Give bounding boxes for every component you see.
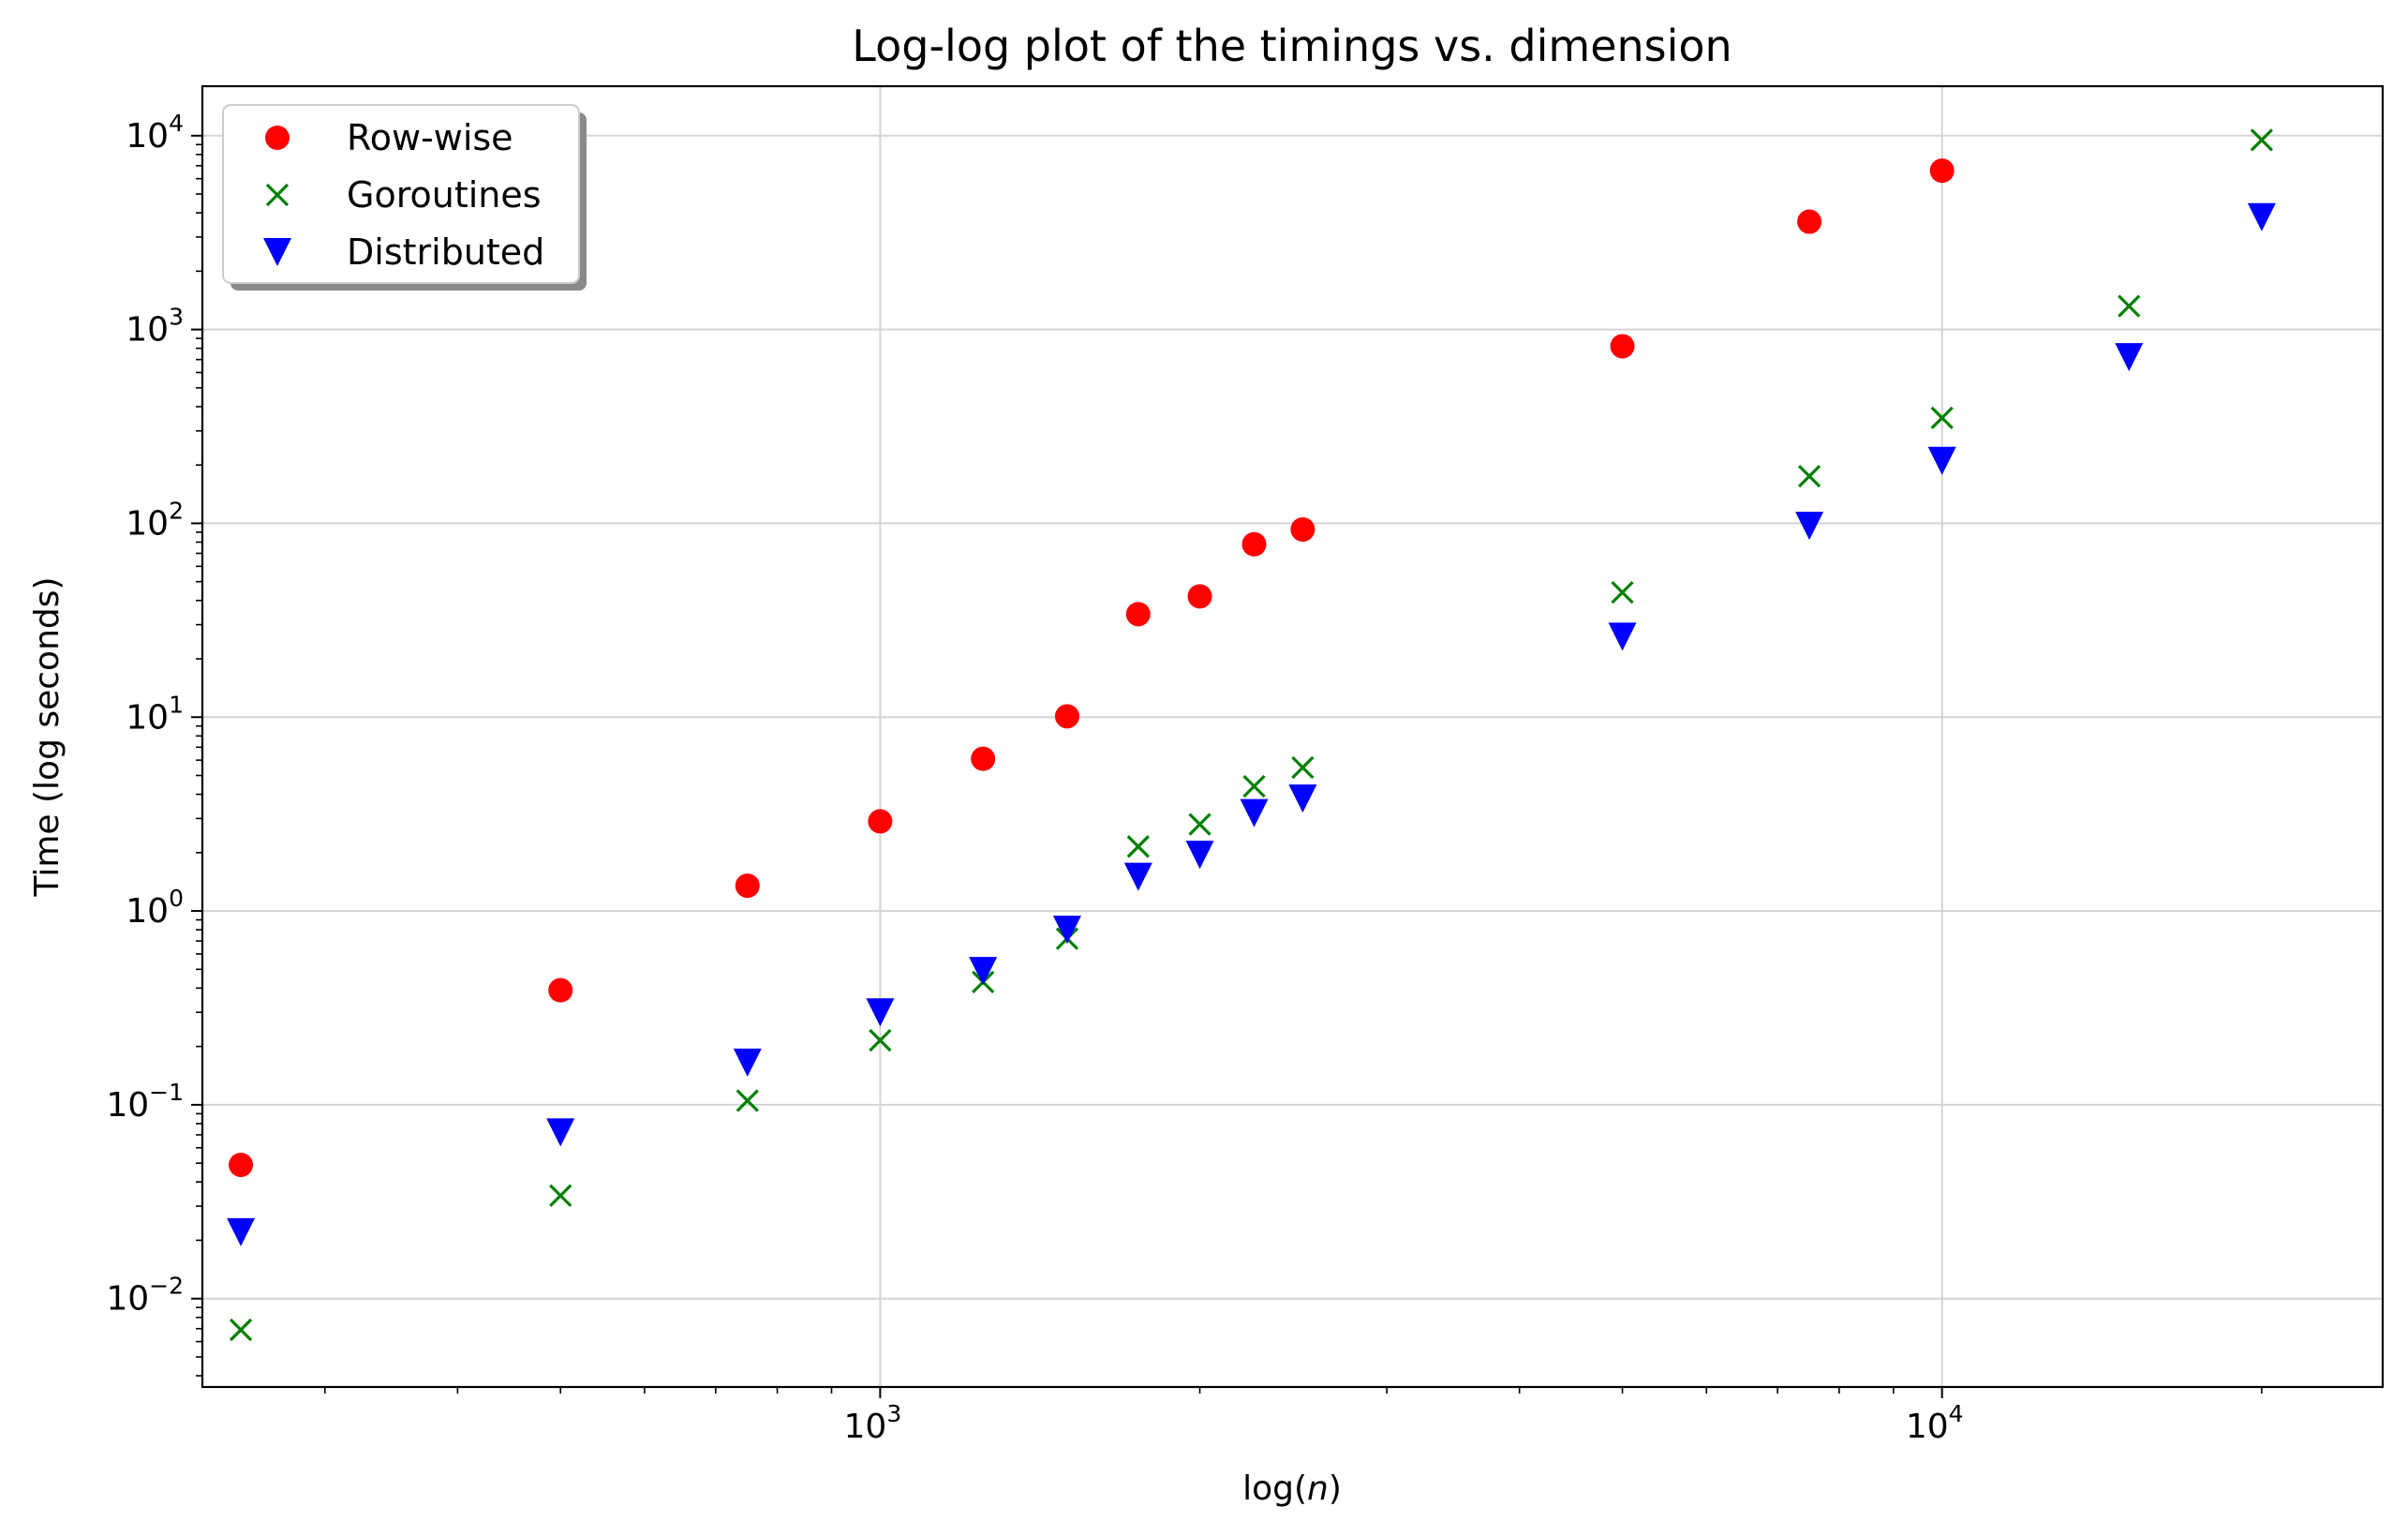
row-wise-point [1241, 531, 1267, 557]
goroutines-point [1930, 406, 1954, 430]
goroutines-point [1242, 774, 1266, 798]
y-axis-label: Time (log seconds) [28, 576, 67, 897]
y-tick-label: 104 [126, 110, 184, 156]
distributed-point [733, 1048, 762, 1077]
goroutines-point [229, 1318, 253, 1342]
distributed-point [1185, 841, 1214, 870]
y-tick-label: 101 [126, 691, 184, 737]
row-wise-point [1610, 334, 1635, 359]
legend: Row-wise Goroutines Distributed [222, 104, 587, 291]
goroutines-point [1611, 581, 1634, 604]
distributed-point [2115, 343, 2144, 372]
plot-frame [201, 84, 2385, 1389]
row-wise-point [1929, 158, 1955, 184]
y-tick-label: 103 [126, 304, 184, 350]
distributed-point [2247, 202, 2276, 231]
row-wise-point [1797, 209, 1822, 234]
distributed-point [1927, 446, 1956, 475]
legend-marker-goroutines [265, 183, 290, 207]
row-wise-point [229, 1152, 254, 1177]
goroutines-point [1291, 755, 1315, 780]
goroutines-point [549, 1184, 572, 1207]
data-points [227, 128, 2276, 1342]
distributed-point [1795, 512, 1824, 541]
y-tick-label: 100 [126, 885, 184, 931]
distributed-point [866, 998, 895, 1027]
row-wise-point [971, 746, 996, 771]
row-wise-point [1054, 704, 1079, 729]
distributed-point [227, 1217, 256, 1246]
legend-marker-row-wise [265, 126, 290, 150]
y-tick-label: 10−1 [106, 1079, 184, 1125]
row-wise-point [1125, 602, 1151, 627]
row-wise-point [1290, 516, 1315, 542]
goroutines-point [1126, 835, 1150, 858]
axis-ticks: 103 104 10−2 10−1 100 101 102 103 104 [106, 110, 2263, 1446]
row-wise-point [735, 873, 760, 899]
distributed-point [1608, 622, 1637, 651]
goroutines-point [2118, 294, 2141, 318]
chart-title: Log-log plot of the timings vs. dimensio… [852, 21, 1732, 71]
y-tick-label: 102 [126, 497, 184, 543]
goroutines-point [736, 1089, 759, 1112]
x-tick-label: 104 [1906, 1400, 1964, 1446]
row-wise-point [868, 809, 893, 834]
legend-marker-distributed [263, 238, 291, 266]
legend-label-goroutines: Goroutines [347, 174, 542, 216]
distributed-point [969, 957, 998, 986]
y-tick-label: 10−2 [106, 1273, 184, 1319]
row-wise-point [1187, 584, 1212, 609]
distributed-point [546, 1118, 575, 1147]
goroutines-point [869, 1028, 892, 1052]
goroutines-point [1797, 465, 1821, 488]
x-tick-label: 103 [844, 1400, 902, 1446]
legend-label-distributed: Distributed [347, 231, 544, 273]
distributed-point [1123, 862, 1152, 891]
goroutines-point [2250, 128, 2273, 152]
distributed-point [1240, 798, 1269, 828]
distributed-point [1052, 916, 1081, 945]
legend-box [222, 104, 580, 284]
x-axis-label: log(n) [1242, 1469, 1342, 1508]
row-wise-point [548, 977, 573, 1003]
goroutines-point [1188, 813, 1211, 836]
legend-label-row-wise: Row-wise [347, 117, 513, 158]
distributed-point [1288, 784, 1317, 813]
